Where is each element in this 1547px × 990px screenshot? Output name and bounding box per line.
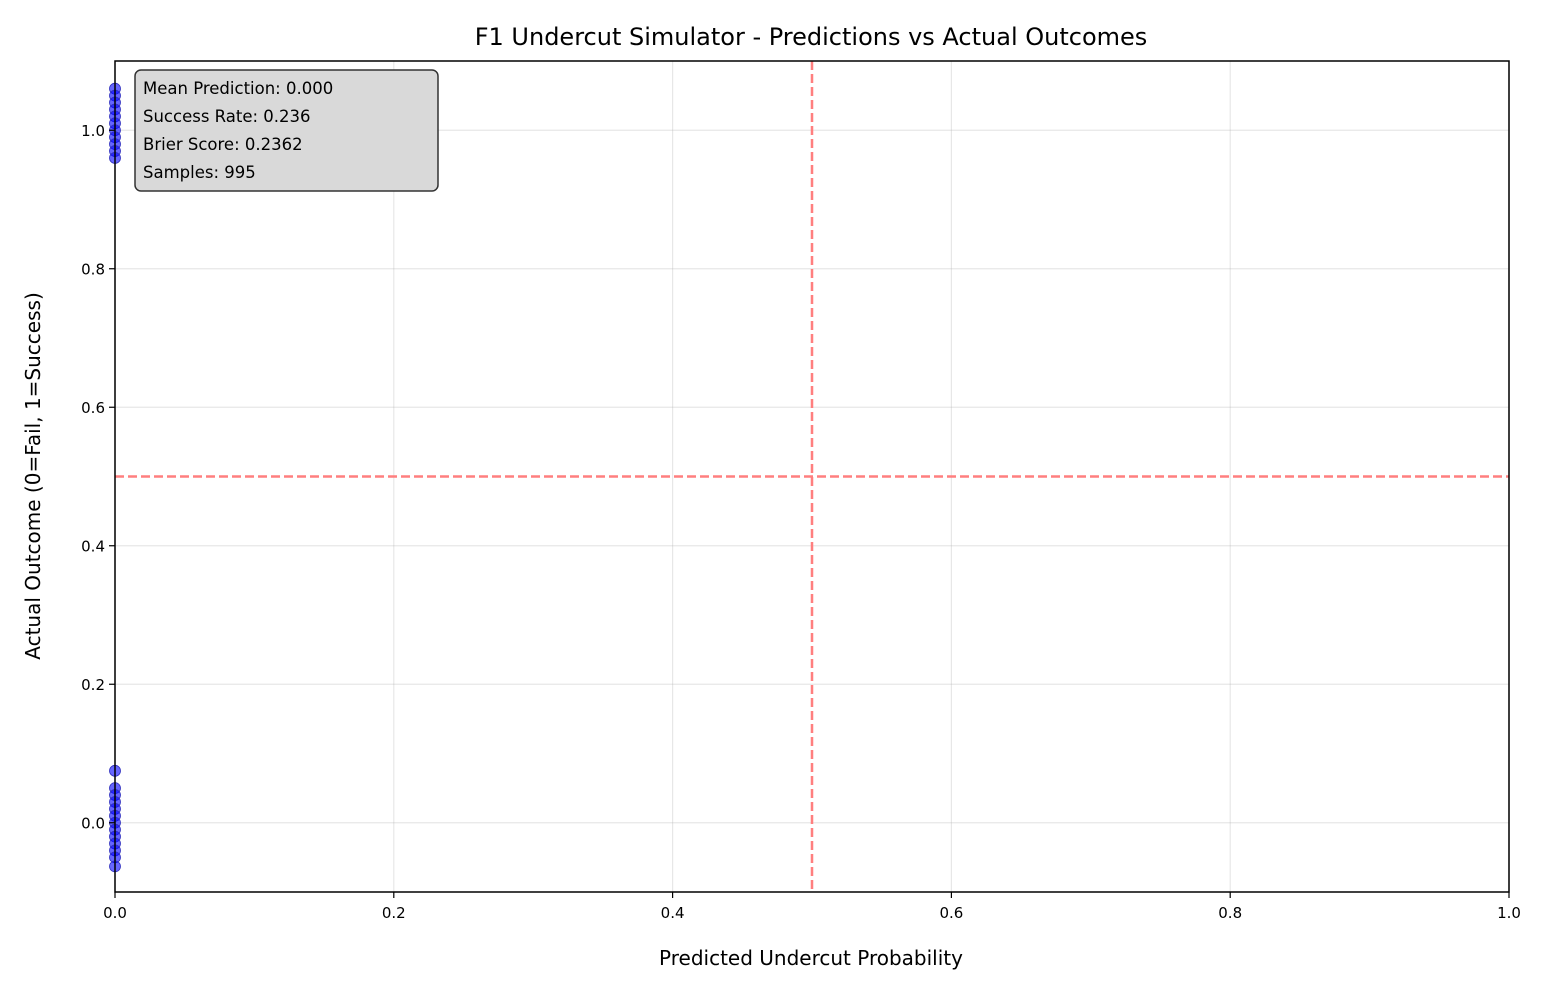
stat-success-rate: Success Rate: 0.236 — [143, 107, 311, 126]
x-tick-label: 0.4 — [661, 904, 685, 922]
stat-samples: Samples: 995 — [143, 163, 256, 182]
x-tick-label: 0.0 — [103, 904, 127, 922]
data-points — [109, 82, 121, 873]
y-tick-label: 0.8 — [81, 260, 105, 278]
y-tick-label: 1.0 — [81, 122, 105, 140]
x-axis-ticks: 0.0 0.2 0.4 0.6 0.8 1.0 — [103, 892, 1521, 922]
plot-frame — [114, 60, 1510, 893]
stats-box: Mean Prediction: 0.000 Success Rate: 0.2… — [134, 69, 439, 192]
x-axis-label: Predicted Undercut Probability — [659, 946, 963, 970]
reference-lines — [115, 61, 1509, 892]
chart-title: F1 Undercut Simulator - Predictions vs A… — [475, 23, 1148, 51]
y-axis-ticks: 0.0 0.2 0.4 0.6 0.8 1.0 — [81, 122, 115, 832]
y-tick-label: 0.6 — [81, 399, 105, 417]
y-tick-label: 0.2 — [81, 676, 105, 694]
y-tick-label: 0.0 — [81, 814, 105, 832]
stats-box-background — [134, 69, 439, 192]
stat-mean-prediction: Mean Prediction: 0.000 — [143, 79, 333, 98]
x-tick-label: 0.8 — [1218, 904, 1242, 922]
x-tick-label: 0.6 — [939, 904, 963, 922]
y-axis-label: Actual Outcome (0=Fail, 1=Success) — [21, 292, 45, 659]
stat-brier-score: Brier Score: 0.2362 — [143, 135, 303, 154]
x-tick-label: 1.0 — [1497, 904, 1521, 922]
y-tick-label: 0.4 — [81, 537, 105, 555]
x-tick-label: 0.2 — [382, 904, 406, 922]
